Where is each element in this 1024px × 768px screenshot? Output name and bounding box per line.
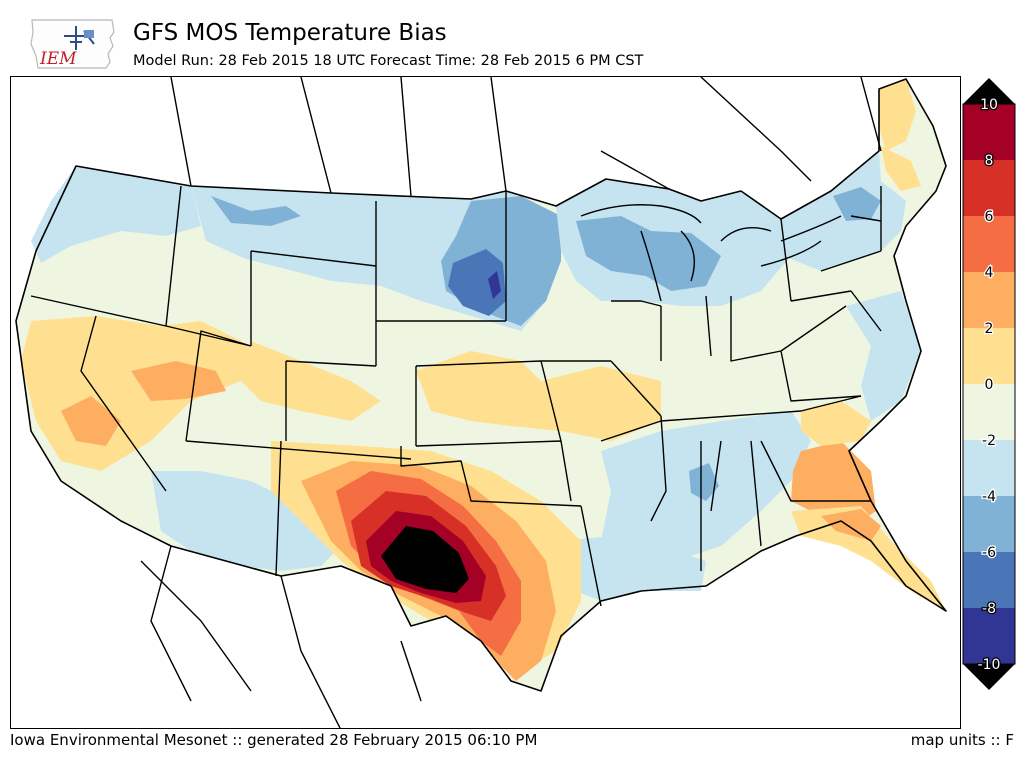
- colorbar-bin-4: [963, 328, 1015, 384]
- bias-region-dakota-strong-cool: [448, 249, 506, 316]
- map-panel: [10, 76, 961, 729]
- map-subtitle: Model Run: 28 Feb 2015 18 UTC Forecast T…: [133, 53, 644, 69]
- map-boundaries: [15, 77, 947, 728]
- vane-flag-icon: [84, 30, 94, 38]
- bias-region-florida-warm: [791, 506, 946, 611]
- bias-region-virginia-warm: [801, 401, 871, 446]
- mexico-interior-lines: [140, 545, 422, 728]
- colorbar-bin-7: [963, 496, 1015, 552]
- colorbar-tick-label: -2: [982, 433, 996, 449]
- colorbar-tick-label: -8: [982, 601, 996, 617]
- mexico-outside-region: [101, 521, 541, 728]
- colorbar-tick-label: 0: [985, 377, 994, 393]
- canada-interior-lines: [170, 77, 882, 197]
- bias-region-montana-moderate-cool: [211, 196, 301, 226]
- colorbar-tick-label: 8: [985, 153, 994, 169]
- state-borders-east: [660, 186, 882, 502]
- colorbar-tick-label: 2: [985, 321, 994, 337]
- bias-region-florida-north-warmer: [821, 509, 881, 541]
- colorbar-tick-label: 4: [985, 265, 994, 281]
- colorbar: 10 8 6 4 2 0 -2 -4 -6 -8 -10: [962, 78, 1016, 690]
- map-title: GFS MOS Temperature Bias: [133, 20, 447, 46]
- colorbar-tick-label: 6: [985, 209, 994, 225]
- iem-logo: IEM: [30, 19, 115, 69]
- colorbar-bin-6: [963, 440, 1015, 496]
- colorbar-bin-8: [963, 552, 1015, 608]
- colorbar-bin-3: [963, 272, 1015, 328]
- colorbar-bins: [963, 104, 1015, 664]
- colorbar-tick-label: -6: [982, 545, 996, 561]
- colorbar-bin-1: [963, 160, 1015, 216]
- bias-map: [11, 77, 960, 728]
- bias-region-coastal-maine-warm: [881, 146, 921, 191]
- canada-outside-region: [11, 77, 960, 219]
- footer-credit: Iowa Environmental Mesonet :: generated …: [10, 731, 538, 749]
- bias-region-southwest-cool: [151, 471, 341, 571]
- colorbar-bin-0: [963, 104, 1015, 160]
- state-borders-west: [30, 185, 412, 577]
- bias-region-alabama-moderate-cool: [689, 463, 719, 501]
- colorbar-tick-label: 10: [980, 97, 998, 113]
- colorbar-tick-label: -4: [982, 489, 996, 505]
- colorbar-bin-2: [963, 216, 1015, 272]
- bias-region-mid-atlantic-cool: [846, 291, 921, 421]
- colorbar-bin-5: [963, 384, 1015, 440]
- state-borders-central: [376, 191, 862, 607]
- bias-region-california-warmer: [61, 396, 121, 446]
- bias-region-northwest-cool: [31, 166, 201, 263]
- great-lakes: [580, 204, 842, 302]
- bias-region-nevada-utah-warmer: [131, 361, 226, 401]
- colorbar-over-arrow: [963, 78, 1015, 104]
- bias-region-dakota-coldest: [488, 271, 501, 299]
- bias-region-colorado-warm: [241, 341, 381, 421]
- bias-region-new-england-moderate-cool: [833, 187, 881, 221]
- bias-region-maine-warm: [879, 79, 916, 151]
- bias-region-texas-extreme-over: [381, 526, 469, 593]
- colorbar-ticks: 10 8 6 4 2 0 -2 -4 -6 -8 -10: [976, 96, 1001, 675]
- colorbar-outline: [962, 103, 1016, 665]
- logo-text: IEM: [39, 49, 77, 69]
- bias-region-central-plains-warm: [416, 351, 661, 441]
- footer-units: map units :: F: [910, 731, 1014, 749]
- colorbar-under-arrow: [963, 664, 1015, 690]
- colorbar-tick-label: -10: [978, 657, 1001, 673]
- us-national-border: [15, 78, 947, 692]
- colorbar-bin-9: [963, 608, 1015, 664]
